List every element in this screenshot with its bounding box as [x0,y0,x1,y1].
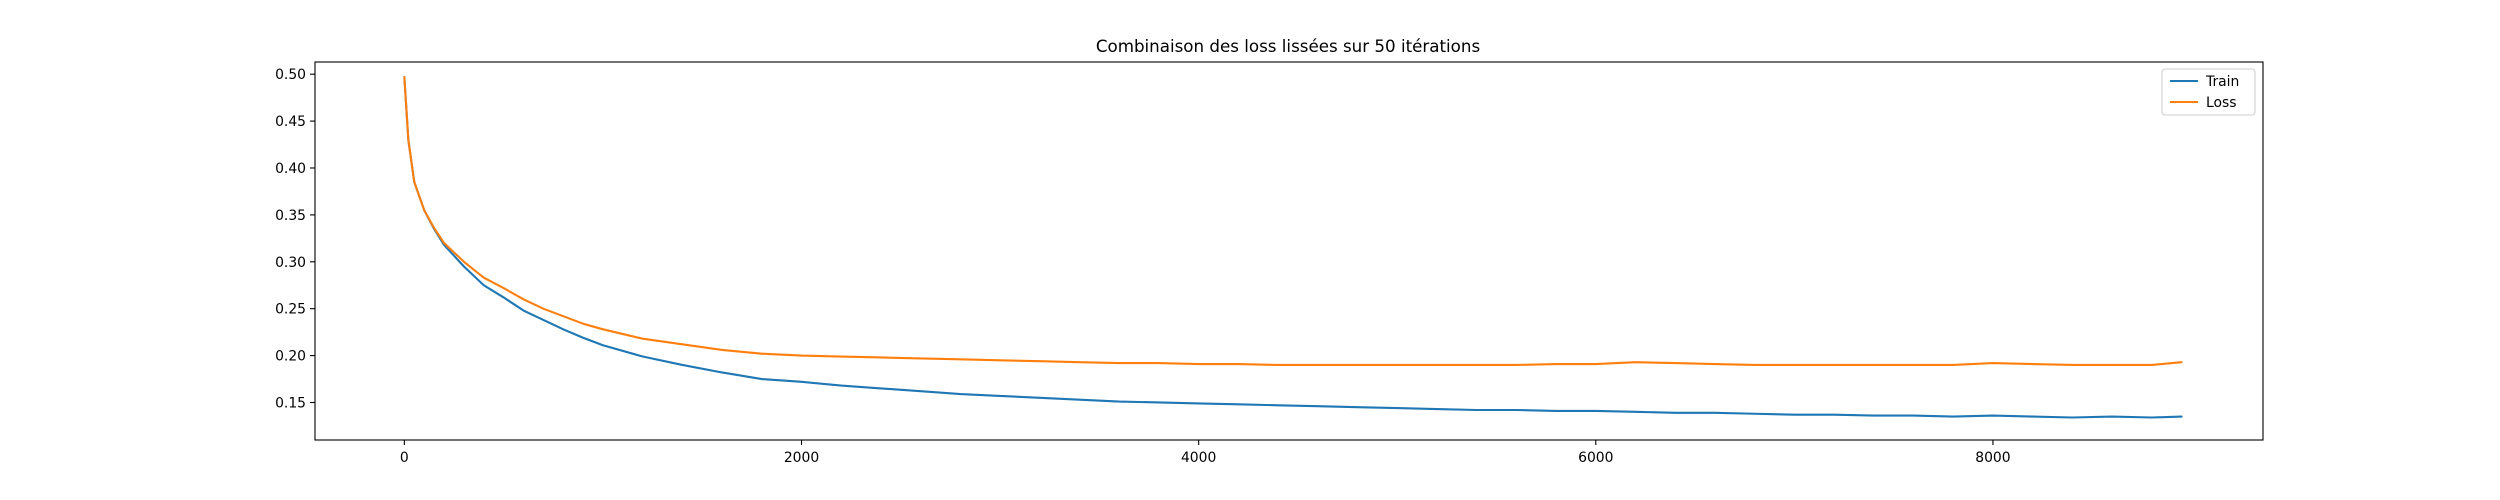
x-tick-label: 0 [400,450,409,466]
legend-label-loss: Loss [2206,95,2236,111]
series-line-loss [403,75,2183,367]
x-tick-label: 8000 [1975,450,2010,466]
x-tick-label: 6000 [1578,450,1613,466]
y-tick-label: 0.30 [275,255,306,271]
series-line-train [403,75,2183,419]
y-tick-label: 0.35 [275,208,306,224]
y-tick-label: 0.45 [275,114,306,130]
legend-label-train: Train [2205,74,2239,90]
y-tick-label: 0.50 [275,67,306,83]
x-tick-label: 2000 [784,450,819,466]
y-tick-label: 0.25 [275,302,306,318]
chart-title: Combinaison des loss lissées sur 50 itér… [1096,36,1480,56]
legend: Train Loss [2161,68,2256,116]
y-tick-label: 0.15 [275,395,306,411]
y-tick-label: 0.20 [275,349,306,365]
y-tick-label: 0.40 [275,161,306,177]
x-tick-label: 4000 [1181,450,1216,466]
axes-frame [314,61,2264,441]
plot-area: 0 2000 4000 6000 8000 0.15 0.20 0.25 0.30 0.35 0.4… [275,61,2264,466]
